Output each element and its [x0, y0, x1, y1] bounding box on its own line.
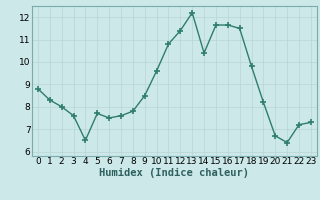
- X-axis label: Humidex (Indice chaleur): Humidex (Indice chaleur): [100, 168, 249, 178]
